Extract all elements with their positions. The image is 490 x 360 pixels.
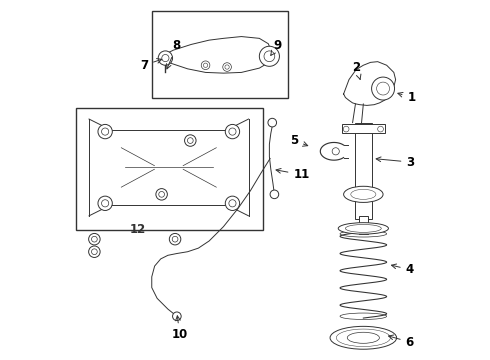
- Circle shape: [259, 46, 279, 66]
- Circle shape: [378, 126, 383, 132]
- Ellipse shape: [340, 230, 387, 237]
- Circle shape: [203, 63, 208, 67]
- Circle shape: [92, 236, 97, 242]
- Circle shape: [225, 196, 240, 211]
- Polygon shape: [343, 62, 395, 105]
- Text: 9: 9: [271, 39, 282, 55]
- Text: 2: 2: [352, 60, 361, 80]
- Circle shape: [172, 312, 181, 320]
- Circle shape: [89, 233, 100, 245]
- Circle shape: [268, 118, 276, 127]
- Ellipse shape: [343, 186, 383, 202]
- Text: 7: 7: [140, 59, 162, 72]
- Ellipse shape: [347, 332, 379, 343]
- Circle shape: [156, 189, 168, 200]
- Circle shape: [159, 192, 165, 197]
- Circle shape: [229, 200, 236, 207]
- Text: 6: 6: [389, 335, 414, 348]
- Circle shape: [101, 200, 109, 207]
- Bar: [359, 216, 368, 234]
- Text: 10: 10: [172, 316, 188, 341]
- Circle shape: [264, 51, 275, 62]
- Text: 4: 4: [392, 263, 414, 276]
- Text: 1: 1: [398, 91, 416, 104]
- Circle shape: [225, 125, 240, 139]
- Circle shape: [101, 128, 109, 135]
- Bar: [152, 12, 288, 98]
- Text: 3: 3: [376, 156, 415, 168]
- Circle shape: [332, 148, 339, 155]
- Circle shape: [185, 135, 196, 146]
- Circle shape: [158, 51, 172, 65]
- Circle shape: [225, 65, 229, 69]
- Ellipse shape: [340, 313, 387, 319]
- Circle shape: [343, 126, 349, 132]
- Text: 11: 11: [276, 168, 310, 181]
- Ellipse shape: [338, 223, 389, 234]
- Circle shape: [92, 249, 97, 255]
- Circle shape: [188, 138, 193, 143]
- Circle shape: [98, 125, 112, 139]
- Circle shape: [98, 196, 112, 211]
- Bar: [355, 123, 372, 220]
- Bar: [76, 108, 263, 230]
- Text: 12: 12: [129, 223, 146, 236]
- Circle shape: [270, 190, 279, 199]
- Polygon shape: [164, 37, 272, 73]
- Circle shape: [377, 82, 390, 95]
- Ellipse shape: [330, 327, 396, 349]
- Text: 5: 5: [290, 134, 308, 147]
- Circle shape: [223, 63, 231, 71]
- Circle shape: [229, 128, 236, 135]
- Circle shape: [172, 236, 178, 242]
- Circle shape: [201, 61, 210, 69]
- Circle shape: [162, 54, 169, 62]
- Ellipse shape: [345, 225, 381, 232]
- Text: 8: 8: [167, 39, 181, 69]
- Circle shape: [170, 233, 181, 245]
- Bar: [342, 125, 385, 134]
- Circle shape: [89, 246, 100, 257]
- Circle shape: [371, 77, 394, 100]
